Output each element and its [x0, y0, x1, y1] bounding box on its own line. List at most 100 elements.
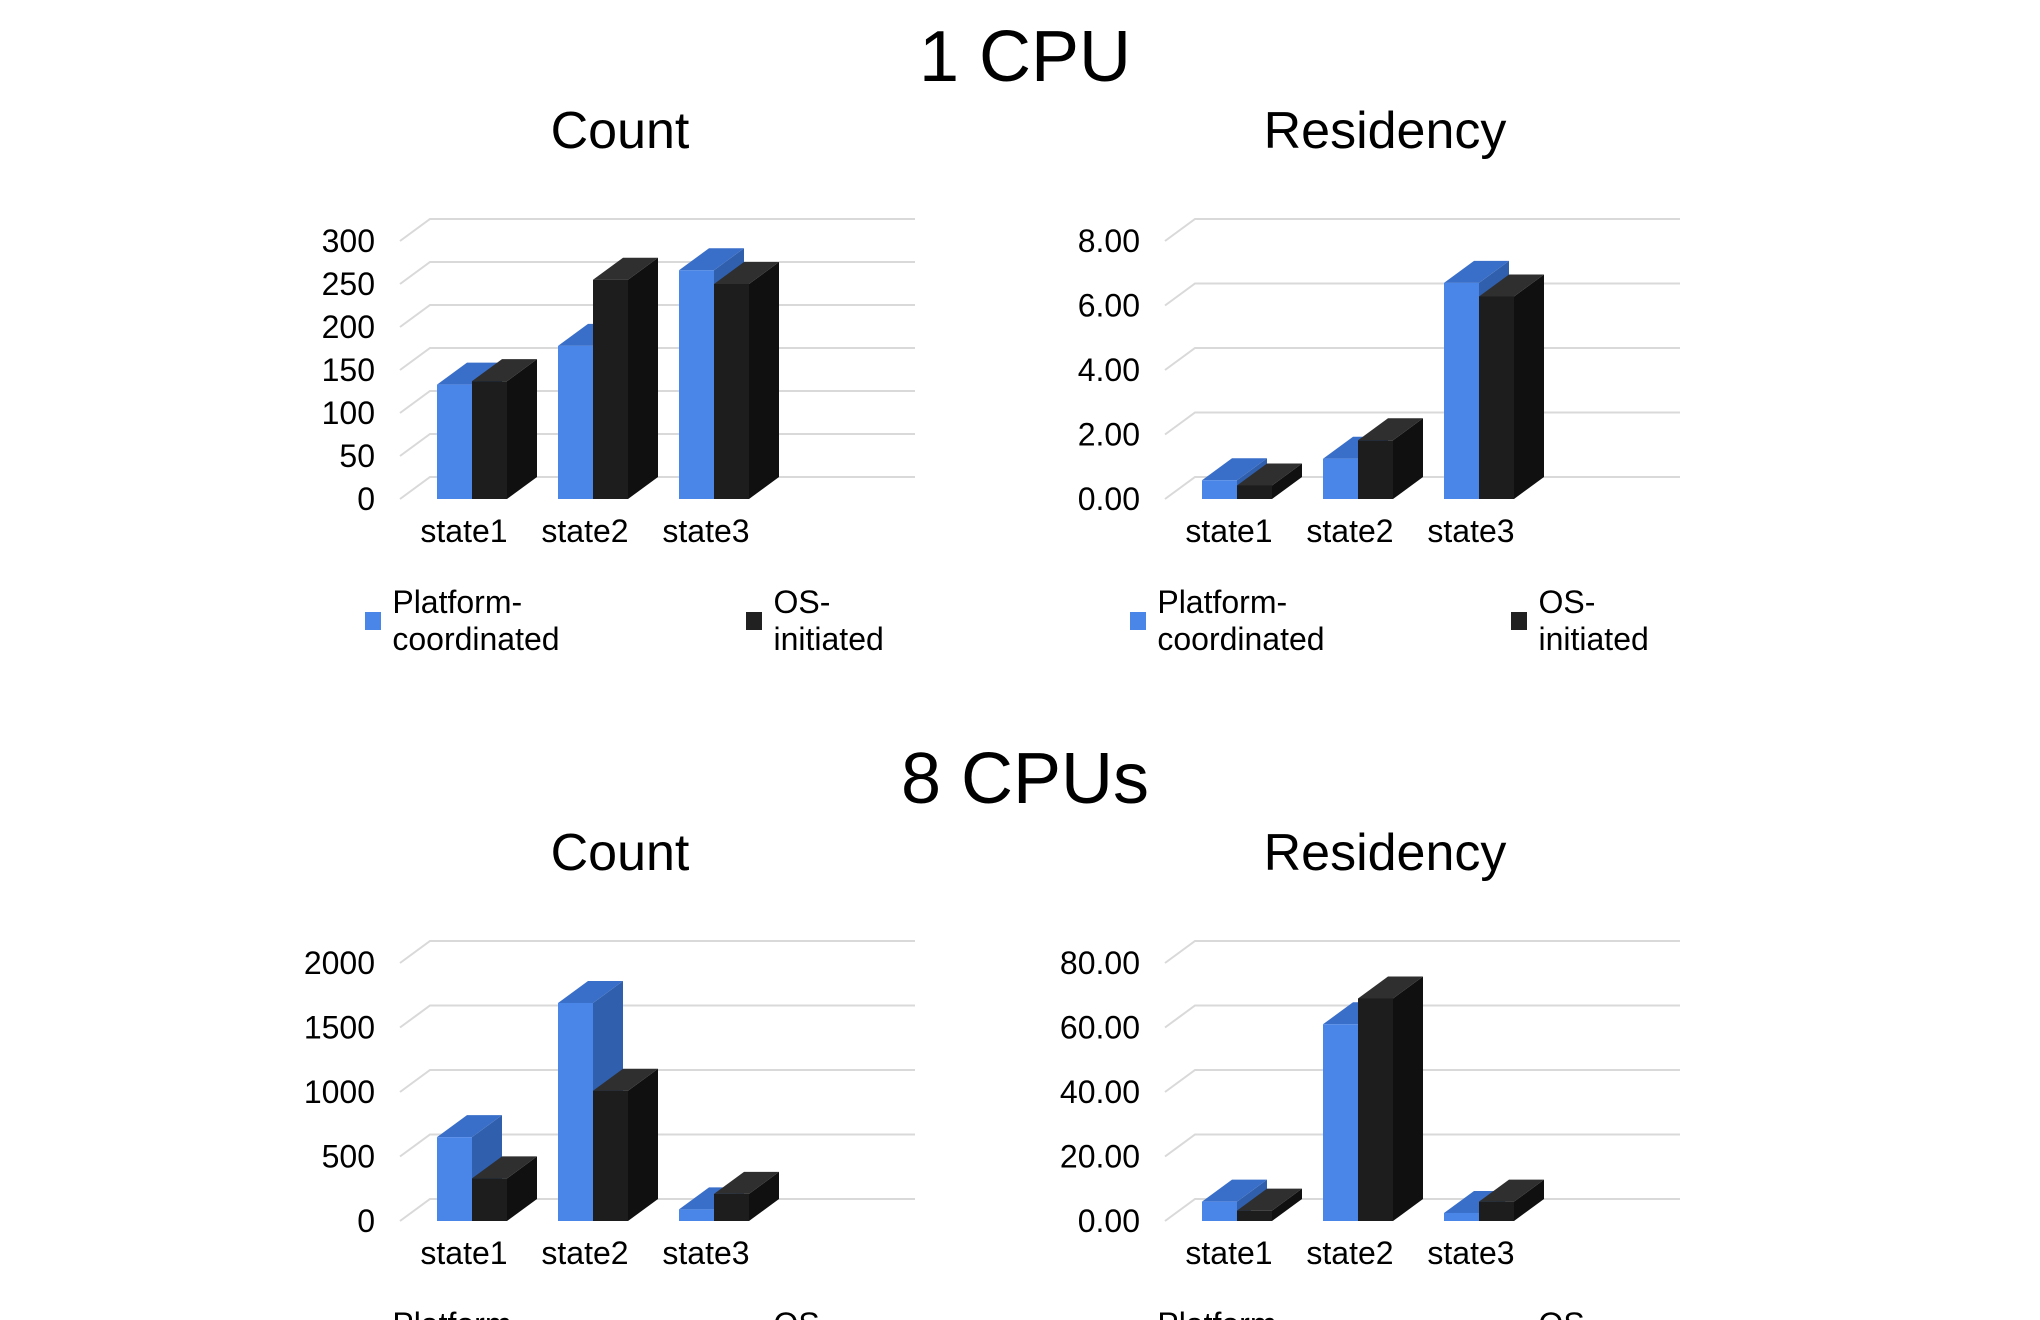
- bar-os-initiated-state1-side: [507, 358, 537, 499]
- gridline: [1164, 217, 1680, 242]
- legend-1cpu-count: Platform-coordinated OS-initiated: [235, 584, 925, 658]
- legend-item-platform-coordinated: Platform-coordinated: [1130, 1306, 1427, 1320]
- y-tick-label: 6.00: [1078, 287, 1140, 323]
- chart-plot-8cpus-count: 2000 1500 1000 500 0 state1 state2 state3: [304, 939, 915, 1271]
- x-category-label-state3: state3: [662, 1235, 749, 1271]
- bar-platform-coordinated-state2-top: [558, 980, 623, 1003]
- y-tick-label: 2.00: [1078, 416, 1140, 452]
- charts-row-8cpus: Count 2000 1500 1000 500 0 state1 state2 state3…: [235, 821, 2040, 1320]
- bar-platform-coordinated-state3-top: [679, 248, 744, 271]
- bar-platform-coordinated-state1-top: [437, 362, 502, 385]
- bar-platform-coordinated-state3-front: [1444, 282, 1479, 499]
- bar-os-initiated-state3-side: [749, 1171, 779, 1221]
- bar-platform-coordinated-state1-front: [1202, 480, 1237, 499]
- bar-platform-coordinated-state2-front: [1323, 458, 1358, 499]
- x-category-label-state1: state1: [420, 1235, 507, 1271]
- y-tick-label: 1000: [304, 1074, 375, 1110]
- y-tick-label: 20.00: [1060, 1138, 1140, 1174]
- bar-platform-coordinated-state3-front: [679, 270, 714, 499]
- y-tick-label: 8.00: [1078, 223, 1140, 259]
- bar-platform-coordinated-state2-front: [1323, 1023, 1358, 1221]
- legend-label-platform-coordinated: Platform-coordinated: [1157, 583, 1325, 657]
- chart-title-8cpus-count: Count: [550, 823, 690, 882]
- chart-1cpu-residency: Residency 8.00 6.00 4.00 2.00 0.00 state1 stat…: [1000, 99, 1690, 658]
- legend-item-os-initiated: OS-initiated: [746, 584, 925, 658]
- bar-os-initiated-state2-side: [1393, 418, 1423, 499]
- gridline: [1164, 1068, 1680, 1093]
- legend-item-os-initiated: OS-initiated: [1511, 1306, 1690, 1320]
- legend-1cpu-residency: Platform-coordinated OS-initiated: [1000, 584, 1690, 658]
- y-tick-label: 50: [339, 438, 375, 474]
- legend-label-os-initiated: OS-initiated: [773, 583, 884, 657]
- x-category-label-state3: state3: [1427, 1235, 1514, 1271]
- bar-platform-coordinated-state1-top: [1202, 1179, 1267, 1202]
- bar-os-initiated-state1-side: [507, 1156, 537, 1221]
- bar-platform-coordinated-state1-top: [1202, 458, 1267, 481]
- bar-os-initiated-state3-front: [714, 283, 749, 499]
- bar-platform-coordinated-state2-front: [558, 1002, 593, 1221]
- bar-os-initiated-state3-top: [1479, 1179, 1544, 1202]
- legend-label-platform-coordinated: Platform-coordinated: [392, 1306, 662, 1320]
- y-tick-label: 4.00: [1078, 352, 1140, 388]
- legend-swatch-platform-coordinated: [1130, 611, 1147, 630]
- legend-swatch-platform-coordinated: [365, 611, 382, 630]
- bar-os-initiated-state2-front: [593, 279, 628, 499]
- chart-1cpu-count: Count 300 250 200 150 100 50 0 state1 state2 stat…: [235, 99, 925, 658]
- chart-8cpus-residency: Residency 80.00 60.00 40.00 20.00 0.00 state1…: [1000, 821, 1690, 1320]
- y-tick-label: 2000: [304, 945, 375, 981]
- y-tick-label: 80.00: [1060, 945, 1140, 981]
- gridline: [1164, 346, 1680, 371]
- bar-os-initiated-state2-side: [1393, 976, 1423, 1221]
- legend-label-os-initiated: OS-initiated: [1538, 1306, 1690, 1320]
- legend-8cpus-count: Platform-coordinated OS-initiated: [235, 1306, 925, 1320]
- bar-os-initiated-state2-top: [593, 257, 658, 280]
- y-tick-label: 200: [322, 309, 375, 345]
- legend-8cpus-residency: Platform-coordinated OS-initiated: [1000, 1306, 1690, 1320]
- bar-os-initiated-state1-front: [1237, 1210, 1272, 1221]
- chart-title-1cpu-count: Count: [550, 101, 690, 160]
- x-category-label-state1: state1: [420, 513, 507, 549]
- y-tick-label: 1500: [304, 1009, 375, 1045]
- bar-os-initiated-state2-front: [1358, 998, 1393, 1221]
- bar-os-initiated-state2-front: [593, 1090, 628, 1221]
- bar-os-initiated-state1-top: [472, 358, 537, 381]
- legend-label-platform-coordinated: Platform-coordinated: [392, 583, 560, 657]
- bar-os-initiated-state1-front: [1237, 485, 1272, 499]
- bar-os-initiated-state2-front: [1358, 440, 1393, 499]
- legend-label-platform-coordinated: Platform-coordinated: [1157, 1306, 1427, 1320]
- gridline: [399, 1068, 915, 1093]
- bar-os-initiated-state3-front: [1479, 1201, 1514, 1221]
- y-tick-label: 0.00: [1078, 481, 1140, 517]
- x-category-label-state2: state2: [1306, 513, 1393, 549]
- x-category-label-state3: state3: [662, 513, 749, 549]
- gridline: [399, 1004, 915, 1028]
- x-category-label-state2: state2: [541, 1235, 628, 1271]
- bar-platform-coordinated-state1-front: [437, 384, 472, 499]
- y-tick-label: 150: [322, 352, 375, 388]
- bar-os-initiated-state1-top: [1237, 463, 1302, 486]
- x-category-label-state3: state3: [1427, 513, 1514, 549]
- y-tick-label: 500: [322, 1138, 375, 1174]
- y-tick-label: 0.00: [1078, 1203, 1140, 1239]
- chart-8cpus-count: Count 2000 1500 1000 500 0 state1 state2 state3…: [235, 821, 925, 1320]
- gridline: [399, 217, 915, 242]
- charts-row-1cpu: Count 300 250 200 150 100 50 0 state1 state2 stat…: [235, 99, 2040, 658]
- chart-plot-1cpu-residency: 8.00 6.00 4.00 2.00 0.00 state1 state2 state3: [1078, 217, 1680, 549]
- gridline: [399, 1133, 915, 1157]
- section-title-1cpu: 1 CPU: [918, 17, 1132, 97]
- bar-platform-coordinated-state3-front: [1444, 1212, 1479, 1221]
- gridline: [1164, 1133, 1680, 1157]
- legend-label-os-initiated: OS-initiated: [1538, 583, 1649, 657]
- bar-os-initiated-state2-top: [1358, 418, 1423, 441]
- legend-item-platform-coordinated: Platform-coordinated: [365, 584, 662, 658]
- section-8cpus: 8 CPUs Count 2000 1500 1000 500 0 state1 state…: [0, 722, 2040, 1320]
- bar-platform-coordinated-state2-front: [558, 345, 593, 499]
- bar-os-initiated-state1-top: [1237, 1188, 1302, 1211]
- legend-item-os-initiated: OS-initiated: [746, 1306, 925, 1320]
- bar-platform-coordinated-state3-top: [1444, 260, 1509, 283]
- bar-os-initiated-state3-top: [714, 261, 779, 284]
- bar-os-initiated-state3-top: [1479, 274, 1544, 297]
- legend-label-os-initiated: OS-initiated: [773, 1306, 925, 1320]
- gridline: [399, 939, 915, 964]
